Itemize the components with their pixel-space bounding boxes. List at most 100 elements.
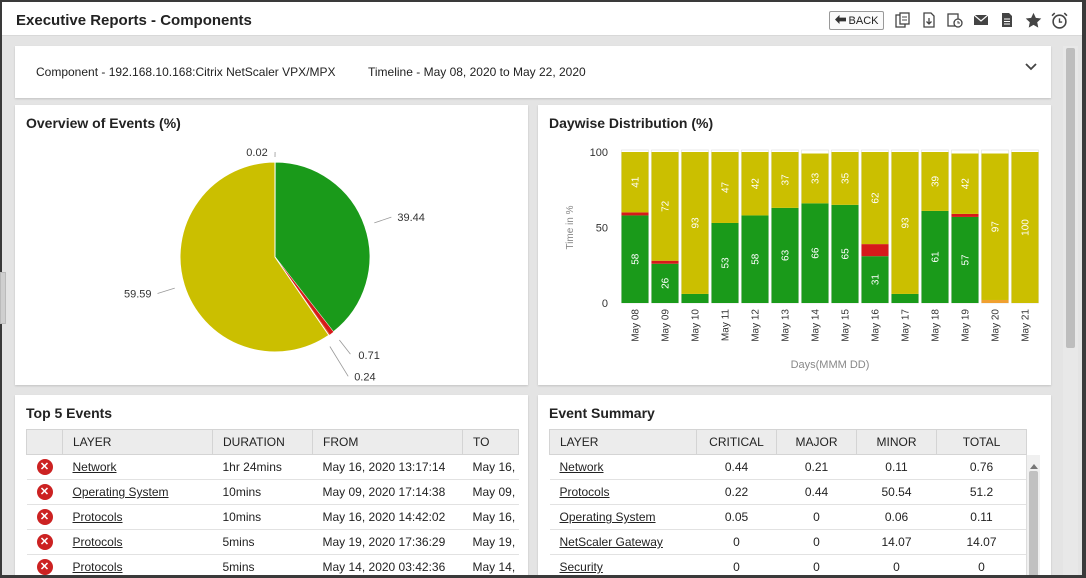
column-header-total[interactable]: TOTAL <box>936 429 1027 455</box>
column-header-duration[interactable]: DURATION <box>212 429 313 455</box>
bar-segment[interactable] <box>741 152 769 216</box>
table-row[interactable]: NetScaler Gateway 0 0 14.07 14.07 <box>549 529 1027 555</box>
total-cell: 0 <box>936 554 1027 575</box>
table-row[interactable]: ✕ Network 1hr 24mins May 16, 2020 13:17:14 M… <box>26 454 519 480</box>
table-row[interactable]: Protocols 0.22 0.44 50.54 51.2 <box>549 479 1027 505</box>
bar-segment[interactable] <box>981 299 1009 303</box>
pie-slice[interactable] <box>274 161 371 333</box>
bar-segment[interactable] <box>921 210 949 303</box>
bar-segment[interactable] <box>741 215 769 303</box>
table-row[interactable]: ✕ Protocols 5mins May 14, 2020 03:42:36 May … <box>26 554 519 575</box>
layer-link[interactable]: Protocols <box>72 510 123 524</box>
table-row[interactable]: ✕ Protocols 5mins May 19, 2020 17:36:29 May … <box>26 529 519 555</box>
layer-cell[interactable]: Operating System <box>549 504 697 530</box>
bar-segment[interactable] <box>651 260 679 264</box>
schedule-report-icon[interactable] <box>946 11 964 29</box>
bar-segment[interactable] <box>861 244 889 257</box>
bar-segment[interactable] <box>951 213 979 217</box>
bar-segment[interactable] <box>681 152 709 294</box>
export-pdf-icon[interactable] <box>920 11 938 29</box>
bar-segment[interactable] <box>921 152 949 211</box>
layer-link[interactable]: Protocols <box>559 485 610 499</box>
x-tick-label: May 16 <box>871 309 882 342</box>
bar-segment[interactable] <box>621 212 649 216</box>
table-row[interactable]: ✕ Operating System 10mins May 09, 2020 17:1… <box>26 479 519 505</box>
layer-cell[interactable]: Protocols <box>62 554 213 575</box>
bar-segment[interactable] <box>891 152 919 294</box>
duration-cell: 10mins <box>212 479 313 505</box>
bar-segment[interactable] <box>891 293 919 303</box>
layer-cell[interactable]: Protocols <box>62 529 213 555</box>
bar-segment[interactable] <box>1011 152 1039 303</box>
page-scrollbar[interactable] <box>1063 46 1078 575</box>
layer-link[interactable]: Network <box>559 460 604 474</box>
table-row[interactable]: Network 0.44 0.21 0.11 0.76 <box>549 454 1027 480</box>
column-header-from[interactable]: FROM <box>312 429 463 455</box>
layer-cell[interactable]: Operating System <box>62 479 213 505</box>
star-icon[interactable] <box>1024 11 1042 29</box>
document-icon[interactable] <box>998 11 1016 29</box>
scrollbar-thumb[interactable] <box>1029 471 1038 575</box>
bar-segment[interactable] <box>951 216 979 303</box>
layer-cell[interactable]: NetScaler Gateway <box>549 529 697 555</box>
layer-cell[interactable]: Protocols <box>62 504 213 530</box>
scroll-up-icon[interactable] <box>1030 458 1038 472</box>
copy-report-icon[interactable] <box>894 11 912 29</box>
layer-cell[interactable]: Network <box>62 454 213 480</box>
chevron-down-icon[interactable] <box>1025 60 1037 74</box>
alarm-clock-icon[interactable] <box>1050 11 1068 29</box>
column-header-to[interactable]: TO <box>462 429 519 455</box>
event-summary-scrollbar[interactable] <box>1026 455 1040 575</box>
bar-segment[interactable] <box>621 152 649 213</box>
column-header-layer[interactable]: LAYER <box>62 429 213 455</box>
bar-segment[interactable] <box>861 152 889 245</box>
bar-segment[interactable] <box>681 293 709 303</box>
side-panel-toggle[interactable] <box>0 272 6 324</box>
layer-link[interactable]: Operating System <box>72 485 169 499</box>
layer-link[interactable]: Protocols <box>72 560 123 574</box>
bar-segment[interactable] <box>711 152 739 223</box>
pie-slice[interactable] <box>179 161 330 353</box>
table-row[interactable]: Security 0 0 0 0 <box>549 554 1027 575</box>
daywise-bar-chart: 0 50 100 Time in % 58 41 May 08 26 72 May 09 93 May… <box>565 147 1039 371</box>
bar-segment[interactable] <box>831 152 859 205</box>
bar-segment[interactable] <box>771 152 799 208</box>
critical-error-icon: ✕ <box>36 559 53 575</box>
bar-segment[interactable] <box>801 203 829 303</box>
total-cell: 0.11 <box>936 504 1027 530</box>
bar-segment[interactable] <box>621 215 649 303</box>
pie-slice[interactable] <box>275 257 334 335</box>
bar-segment[interactable] <box>861 256 889 303</box>
column-header-major[interactable]: MAJOR <box>776 429 857 455</box>
status-cell: ✕ <box>26 504 63 530</box>
bar-segment[interactable] <box>651 263 679 303</box>
page-scrollbar-thumb[interactable] <box>1066 48 1075 348</box>
bar-segment[interactable] <box>831 204 859 303</box>
layer-link[interactable]: Security <box>559 560 603 574</box>
pie-data-label: 0.71 <box>358 350 379 362</box>
bar-segment[interactable] <box>981 153 1009 300</box>
table-row[interactable]: Operating System 0.05 0 0.06 0.11 <box>549 504 1027 530</box>
bar-segment[interactable] <box>771 207 799 303</box>
table-row[interactable]: ✕ Protocols 10mins May 16, 2020 14:42:02 May… <box>26 504 519 530</box>
email-icon[interactable] <box>972 11 990 29</box>
bar-segment[interactable] <box>801 153 829 204</box>
layer-link[interactable]: Network <box>72 460 117 474</box>
layer-cell[interactable]: Security <box>549 554 697 575</box>
layer-cell[interactable]: Protocols <box>549 479 697 505</box>
bar-segment[interactable] <box>651 152 679 261</box>
major-cell: 0.44 <box>776 479 857 505</box>
bar-segment[interactable] <box>951 153 979 214</box>
layer-link[interactable]: Protocols <box>72 535 123 549</box>
layer-cell[interactable]: Network <box>549 454 697 480</box>
column-header-layer[interactable]: LAYER <box>549 429 697 455</box>
back-button[interactable]: BACK <box>829 11 884 30</box>
layer-link[interactable]: NetScaler Gateway <box>559 535 663 549</box>
event-summary-card: Event Summary LAYER CRITICAL MAJOR MINOR… <box>538 395 1051 575</box>
column-header-critical[interactable]: CRITICAL <box>696 429 777 455</box>
bar-data-label: 47 <box>721 181 732 193</box>
bar-segment[interactable] <box>711 222 739 303</box>
layer-link[interactable]: Operating System <box>559 510 656 524</box>
column-header-minor[interactable]: MINOR <box>856 429 937 455</box>
event-summary-table: LAYER CRITICAL MAJOR MINOR TOTAL Network… <box>549 429 1027 575</box>
